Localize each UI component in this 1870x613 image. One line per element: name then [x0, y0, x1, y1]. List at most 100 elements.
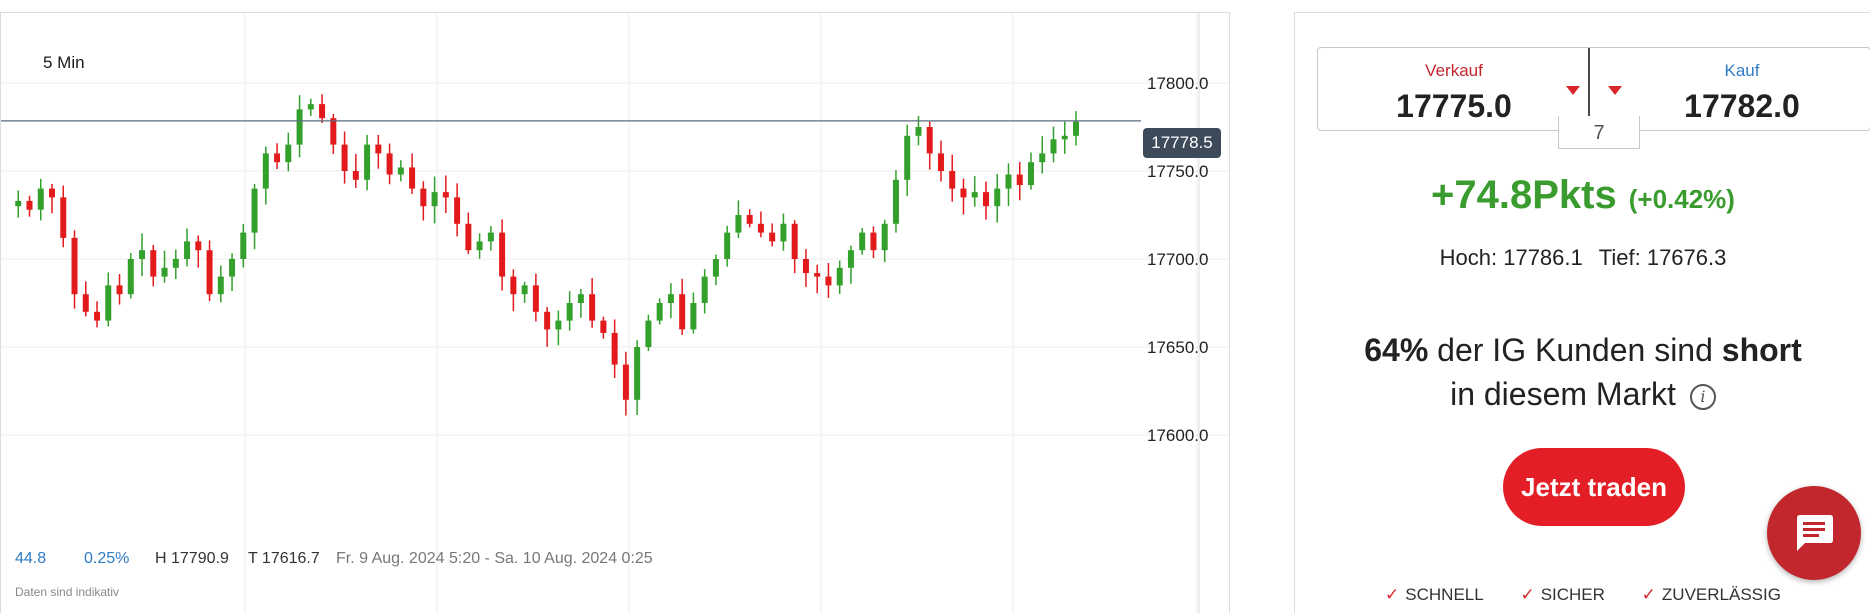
candle-body — [836, 267, 843, 286]
candle-body — [780, 223, 787, 242]
candle-body — [319, 104, 326, 119]
candle-body — [555, 320, 562, 330]
candle-body — [375, 144, 382, 154]
candle-body — [431, 192, 438, 207]
stats-low: T 17616.7 — [248, 550, 320, 567]
check-icon: ✓ — [1641, 585, 1656, 604]
y-tick-label: 17700.0 — [1147, 250, 1208, 269]
stats-change: 44.8 — [15, 550, 47, 567]
candle-body — [532, 285, 539, 312]
trust-badges: ✓ SCHNELL ✓ SICHER ✓ ZUVERLÄSSIG — [1295, 585, 1870, 605]
candle-body — [971, 192, 978, 198]
sell-price[interactable]: 17775.0 — [1396, 88, 1512, 124]
candle-body — [94, 311, 101, 321]
candle-body — [656, 303, 663, 321]
spread-value: 7 — [1558, 116, 1640, 149]
candle-body — [161, 267, 168, 277]
candle-body — [150, 250, 157, 277]
candle-body — [791, 223, 798, 259]
chat-icon — [1797, 515, 1833, 551]
candle-body — [735, 215, 742, 233]
sentiment-percent: 64% — [1364, 332, 1429, 368]
candle-body — [960, 188, 967, 198]
candle-body — [1016, 174, 1023, 186]
candle-body — [589, 294, 596, 321]
candle-body — [1005, 174, 1012, 189]
candle-body — [229, 259, 236, 277]
chart-interval[interactable]: 5 Min — [43, 53, 85, 72]
market-change: +74.8Pkts (+0.42%) — [1295, 173, 1870, 218]
candle-body — [386, 153, 393, 175]
quote-box: Verkauf 17775.0 Kauf 17782.0 7 — [1317, 47, 1870, 149]
candle-body — [296, 109, 303, 145]
candle-body — [859, 232, 866, 251]
client-sentiment: 64% der IG Kunden sind short in diesem M… — [1295, 328, 1870, 416]
info-icon[interactable]: i — [1689, 383, 1716, 410]
candle-body — [251, 188, 258, 233]
candle-body — [701, 276, 708, 303]
badge-secure: ✓ SICHER — [1520, 585, 1605, 604]
candle-body — [712, 259, 719, 277]
candle-body — [566, 303, 573, 321]
buy-price[interactable]: 17782.0 — [1684, 88, 1800, 124]
candle-body — [904, 135, 911, 180]
day-low: Tief: 17676.3 — [1598, 245, 1727, 270]
candle-body — [206, 250, 213, 295]
stats-high: H 17790.9 — [155, 550, 229, 567]
candle-body — [645, 320, 652, 347]
candle-body — [521, 285, 528, 295]
candle-body — [577, 294, 584, 303]
quote-divider — [1588, 48, 1590, 130]
y-tick-label: 17600.0 — [1147, 426, 1208, 445]
candle-body — [949, 171, 956, 189]
candle-body — [195, 241, 202, 251]
sentiment-text-2: in diesem Markt — [1450, 376, 1676, 412]
candle-body — [769, 232, 776, 242]
stats-range: Fr. 9 Aug. 2024 5:20 - Sa. 10 Aug. 2024 … — [336, 550, 653, 567]
candle-body — [1050, 139, 1057, 154]
candle-body — [26, 200, 33, 210]
candle-body — [105, 285, 112, 321]
chart-canvas[interactable]: 17800.0 17750.0 17700.0 17650.0 17600.0 Fr. 9… — [1, 13, 1229, 613]
change-percent: (+0.42%) — [1628, 184, 1735, 214]
candle-body — [116, 285, 123, 295]
sell-arrow-down-icon — [1566, 86, 1580, 95]
candle-body — [15, 200, 22, 207]
price-chart[interactable]: 17800.0 17750.0 17700.0 17650.0 17600.0 Fr. 9… — [0, 12, 1230, 613]
y-tick-label: 17750.0 — [1147, 162, 1208, 181]
y-tick-label: 17800.0 — [1147, 74, 1208, 93]
candle-body — [397, 167, 404, 175]
candle-body — [499, 232, 506, 277]
candle-body — [1027, 162, 1034, 186]
candle-body — [330, 118, 337, 145]
candle-body — [544, 311, 551, 330]
candle-body — [442, 192, 449, 198]
sentiment-text: der IG Kunden sind — [1428, 332, 1722, 368]
check-icon: ✓ — [1385, 585, 1400, 604]
candle-body — [757, 223, 764, 233]
y-tick-label: 17650.0 — [1147, 338, 1208, 357]
candle-body — [825, 276, 832, 286]
candle-body — [139, 250, 146, 259]
candle-body — [285, 144, 292, 163]
candle-body — [814, 273, 821, 277]
candle-body — [802, 259, 809, 274]
candle-body — [184, 241, 191, 259]
candle-body — [622, 364, 629, 400]
candle-body — [690, 303, 697, 330]
high-low: Hoch: 17786.1 Tief: 17676.3 — [1295, 245, 1870, 271]
candle-body — [1061, 135, 1068, 140]
candle-body — [1039, 153, 1046, 163]
candle-body — [1073, 121, 1079, 136]
candle-body — [937, 153, 944, 171]
candle-body — [37, 188, 44, 210]
candle-body — [262, 153, 269, 189]
trade-now-button[interactable]: Jetzt traden — [1503, 448, 1685, 526]
chat-button[interactable] — [1767, 486, 1861, 580]
badge-fast: ✓ SCHNELL — [1385, 585, 1484, 604]
candle-body — [82, 294, 89, 312]
candle-body — [454, 197, 461, 224]
candle-body — [307, 104, 314, 110]
candle-body — [274, 153, 281, 163]
candle-body — [870, 232, 877, 251]
